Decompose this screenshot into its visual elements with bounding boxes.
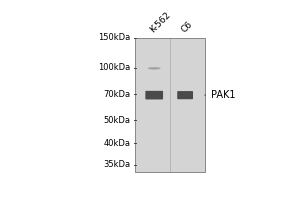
Text: 100kDa: 100kDa — [98, 63, 130, 72]
Text: C6: C6 — [179, 19, 194, 34]
FancyBboxPatch shape — [146, 91, 163, 99]
Text: K-562: K-562 — [148, 10, 173, 34]
Text: 70kDa: 70kDa — [103, 90, 130, 99]
Text: 50kDa: 50kDa — [103, 116, 130, 125]
FancyBboxPatch shape — [177, 91, 193, 99]
Text: 150kDa: 150kDa — [98, 33, 130, 42]
Text: 35kDa: 35kDa — [103, 160, 130, 169]
Ellipse shape — [148, 67, 161, 70]
Text: 40kDa: 40kDa — [103, 139, 130, 148]
Text: PAK1: PAK1 — [205, 90, 235, 100]
Bar — [135, 38, 205, 172]
